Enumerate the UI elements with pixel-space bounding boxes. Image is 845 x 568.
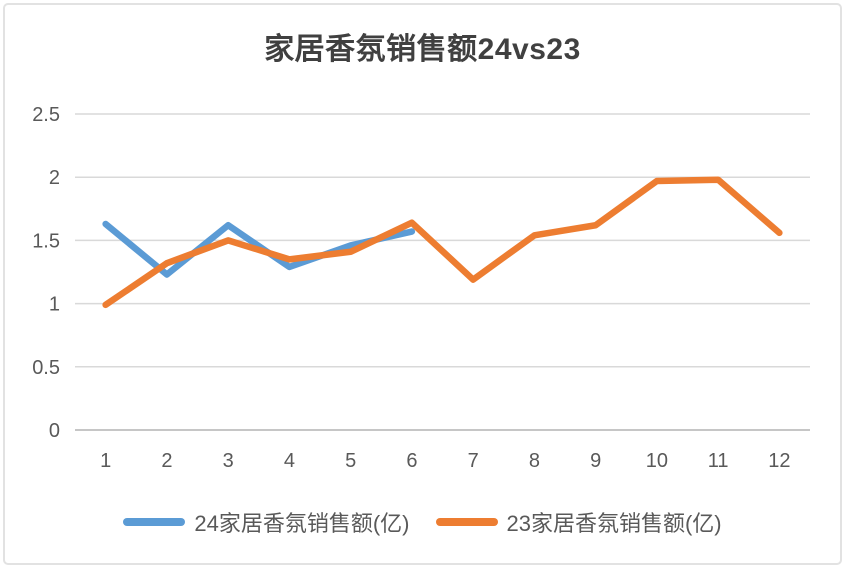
y-tick-label: 0: [49, 420, 60, 442]
x-tick-label: 1: [100, 450, 111, 472]
series-line-0: [102, 220, 416, 278]
x-tick-label: 11: [708, 450, 729, 472]
x-tick-label: 8: [529, 450, 540, 472]
legend-item-series-24: 24家居香氛销售额(亿): [123, 506, 410, 538]
x-tick-label: 12: [768, 450, 790, 472]
x-tick-label: 5: [345, 450, 356, 472]
chart-title: 家居香氛销售额24vs23: [264, 33, 581, 66]
legend-line-marker-24-icon: [123, 518, 186, 526]
legend-line-marker-23-icon: [435, 518, 498, 526]
x-tick-label: 10: [646, 450, 668, 472]
legend-label-series-23: 23家居香氛销售额(亿): [506, 511, 722, 536]
y-tick-label: 2: [49, 167, 60, 189]
x-tick-label: 7: [468, 450, 479, 472]
x-tick-label: 2: [161, 450, 172, 472]
legend-item-series-23: 23家居香氛销售额(亿): [435, 506, 722, 538]
series-line-1: [102, 176, 783, 309]
x-tick-label: 4: [284, 450, 295, 472]
y-tick-label: 1.5: [32, 230, 60, 252]
y-tick-label: 0.5: [32, 357, 60, 379]
y-tick-label: 2.5: [32, 104, 60, 126]
x-tick-label: 3: [223, 450, 234, 472]
x-tick-label: 9: [590, 450, 601, 472]
x-tick-label: 6: [406, 450, 417, 472]
legend-label-series-24: 24家居香氛销售额(亿): [194, 511, 410, 536]
chart-legend: 24家居香氛销售额(亿) 23家居香氛销售额(亿): [0, 500, 845, 544]
y-tick-label: 1: [49, 294, 60, 316]
